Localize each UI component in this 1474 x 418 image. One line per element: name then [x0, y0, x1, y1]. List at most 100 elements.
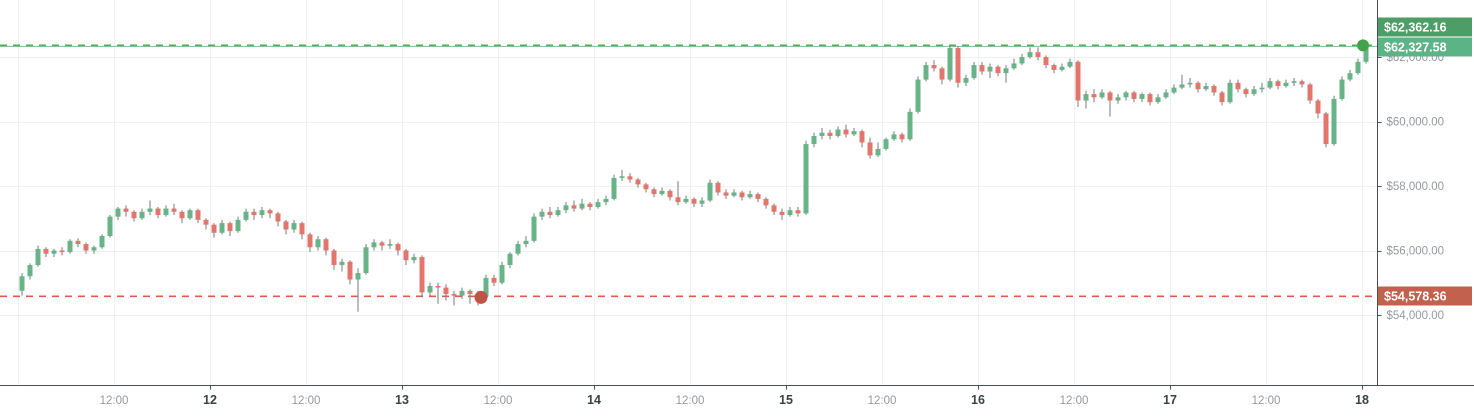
candle	[1267, 81, 1273, 88]
candle	[299, 223, 305, 235]
time-tick-label: 12:00	[868, 395, 897, 407]
candle	[491, 277, 497, 283]
candle	[1275, 81, 1281, 87]
candle	[155, 208, 161, 216]
candle	[251, 211, 257, 216]
low-marker-dot	[474, 290, 488, 304]
candle	[1011, 63, 1017, 69]
candle	[1195, 82, 1201, 90]
candle	[443, 287, 449, 295]
candle	[1155, 97, 1161, 103]
candle	[1219, 92, 1225, 103]
candle	[907, 111, 913, 140]
candle	[411, 256, 417, 261]
candle	[547, 211, 553, 216]
low-price-badge: $54,578.36	[1378, 286, 1472, 306]
candles-layer[interactable]	[19, 45, 1369, 312]
candle	[331, 250, 337, 266]
candle	[1147, 94, 1153, 103]
candle	[227, 223, 233, 232]
candle	[835, 129, 841, 137]
candle	[675, 197, 681, 203]
candle	[1091, 94, 1097, 98]
candle	[1107, 92, 1113, 101]
candle	[1299, 81, 1305, 85]
candle	[115, 208, 121, 217]
candle	[1339, 79, 1345, 99]
candle	[667, 190, 673, 198]
candle	[867, 142, 873, 156]
time-tick-label: 14	[587, 393, 601, 407]
time-axis[interactable]: 12:00 12 12:00 13 12:00 14 12:00 15 12:00 16 12:00…	[100, 393, 1369, 407]
candle	[1115, 97, 1121, 101]
price-tick-label: $58,000.00	[1387, 181, 1445, 193]
candle	[795, 210, 801, 214]
candle	[1187, 82, 1193, 85]
svg-text:$62,327.58: $62,327.58	[1384, 41, 1447, 55]
candle	[1283, 82, 1289, 87]
candle	[435, 285, 441, 288]
candle	[827, 132, 833, 137]
time-tick-label: 12:00	[484, 395, 513, 407]
candle	[595, 202, 601, 207]
candle	[67, 240, 73, 253]
candle	[811, 136, 817, 145]
candle	[683, 198, 689, 203]
candle	[35, 248, 41, 266]
candle	[627, 176, 633, 180]
price-tick-label: $54,000.00	[1387, 310, 1445, 322]
candle	[659, 190, 665, 195]
candle	[1099, 92, 1105, 98]
candle	[19, 276, 25, 291]
candle	[555, 210, 561, 216]
candle	[1059, 66, 1065, 70]
candle	[923, 65, 929, 80]
candle	[931, 65, 937, 69]
candle	[1163, 92, 1169, 98]
candle	[499, 265, 505, 283]
candle	[1251, 89, 1257, 95]
candle	[1051, 65, 1057, 70]
candle	[819, 132, 825, 137]
candle	[387, 244, 393, 246]
candle	[963, 77, 969, 83]
candle	[51, 250, 57, 254]
time-tick-label: 12:00	[676, 395, 705, 407]
candle	[731, 192, 737, 196]
candle	[571, 205, 577, 209]
candle	[1131, 92, 1137, 99]
candle	[187, 210, 193, 219]
candle	[203, 219, 209, 225]
last-price-badge: $62,327.58	[1378, 37, 1472, 57]
candle	[1067, 61, 1073, 67]
candle	[339, 261, 345, 266]
candle	[427, 285, 433, 293]
candle	[539, 211, 545, 217]
candle	[715, 182, 721, 193]
candle	[915, 79, 921, 112]
candle	[419, 256, 425, 293]
candle	[235, 219, 241, 232]
time-tick-label: 16	[971, 393, 985, 407]
candle	[259, 210, 265, 216]
candle	[1355, 61, 1361, 74]
candle	[1243, 89, 1249, 95]
candle	[859, 131, 865, 143]
time-tick-label: 15	[779, 393, 793, 407]
candle	[195, 210, 201, 220]
candle	[1123, 92, 1129, 98]
candle	[467, 290, 473, 295]
candle	[291, 223, 297, 230]
candle	[307, 234, 313, 248]
candle	[1211, 86, 1217, 93]
candle	[1307, 84, 1313, 101]
candle	[651, 189, 657, 195]
candle	[699, 200, 705, 204]
candle	[1203, 86, 1209, 90]
candle	[315, 239, 321, 248]
candle	[787, 210, 793, 216]
candle	[1035, 52, 1041, 57]
candle	[771, 205, 777, 212]
candle	[579, 203, 585, 209]
